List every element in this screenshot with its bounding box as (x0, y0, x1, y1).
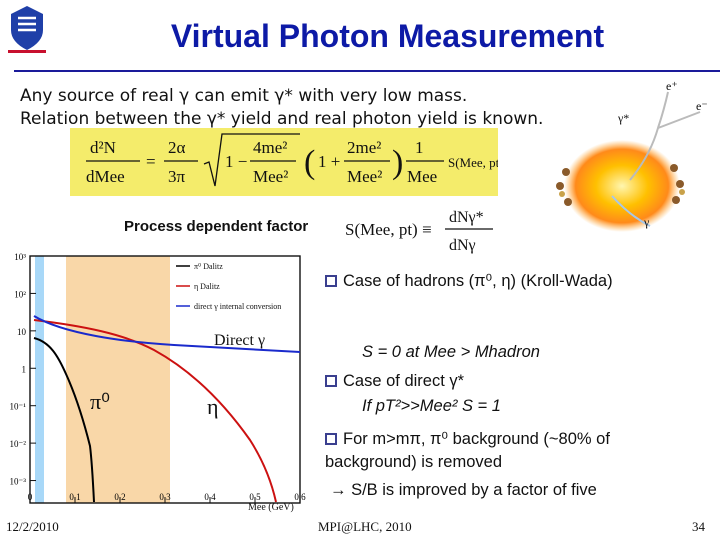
y-tick-label: 10³ (14, 252, 26, 262)
label-direct-gamma: Direct γ (214, 332, 265, 349)
university-logo (6, 4, 48, 54)
formula-c1-num: 2α (168, 138, 186, 157)
intro-line-1: Any source of real γ can emit γ* with ve… (20, 86, 468, 106)
x-tick-label: 0.5 (249, 492, 261, 502)
mass-spectrum-plot: 10³ 10² 10 1 10⁻¹ 10⁻² 10⁻³ 0 0.1 0.2 0.3 0.4 0.5 0.… (4, 246, 314, 504)
pi0-dalitz-curve (33, 337, 95, 503)
y-tick-label: 10⁻² (10, 439, 27, 449)
slide-title: Virtual Photon Measurement (170, 18, 605, 54)
x-tick-label: 0.2 (114, 492, 125, 502)
kroll-wada-formula: d²N dMee = 2α 3π 1 − 4me² Mee² ( 1 + 2me… (70, 128, 498, 196)
formula-par-den: Mee² (347, 167, 382, 186)
bullet-pi0-removed-text: For m>mπ, π⁰ background (~80% of backgro… (325, 430, 610, 471)
footer-date: 12/2/2010 (6, 519, 59, 534)
direct-photon-curve (33, 315, 301, 353)
x-tick-label: 0.6 (294, 492, 306, 502)
svg-text:): ) (392, 144, 403, 181)
x-tick-label: 0.3 (159, 492, 171, 502)
bullet-marker (325, 375, 337, 387)
diagram-eplus: e⁺ (666, 79, 678, 93)
s-factor-lhs: S(Mee, pt) ≡ (345, 220, 432, 239)
formula-inv-num: 1 (415, 138, 424, 157)
label-eta: η (207, 394, 219, 419)
formula-c1-den: 3π (168, 167, 186, 186)
s-factor-num: dNγ* (449, 209, 484, 226)
bullet-hadrons: Case of hadrons (π⁰, η) (Kroll-Wada) (325, 271, 613, 291)
bullet-direct-text: Case of direct γ* (343, 372, 465, 390)
bullet-marker (325, 433, 337, 445)
eta-dalitz-curve (33, 319, 277, 503)
bullet-hadrons-text: Case of hadrons (π⁰, η) (Kroll-Wada) (343, 272, 613, 290)
intro-line-2: Relation between the γ* yield and real p… (20, 109, 544, 129)
svg-text:1 −: 1 − (225, 152, 247, 171)
bullet-hadrons-sub: S = 0 at Mee > Mhadron (362, 343, 540, 361)
footer-conference: MPI@LHC, 2010 (318, 519, 412, 534)
bullet-sb-improved: → S/B is improved by a factor of five (330, 481, 597, 499)
footer-page-number: 34 (692, 519, 705, 534)
formula-inv-den: Mee (407, 167, 437, 186)
x-tick-label: 0.4 (204, 492, 216, 502)
bullet-marker (325, 275, 337, 287)
plot-xlabel: Mee (GeV) (248, 502, 294, 513)
signal-mass-window (66, 256, 170, 503)
legend-pi0: π⁰ Dalitz (194, 262, 223, 271)
y-tick-label: 10 (17, 327, 27, 337)
svg-text:(: ( (304, 144, 315, 181)
s-factor-den: dNγ (449, 237, 476, 254)
formula-tail: S(Mee, pt) dNγ (448, 155, 498, 170)
diagram-gamma: γ (643, 215, 650, 229)
y-tick-label: 1 (22, 364, 27, 374)
s-factor-definition: S(Mee, pt) ≡ dNγ* dNγ (343, 202, 503, 258)
y-tick-label: 10⁻³ (10, 477, 27, 487)
bullet-direct-sub: If pT²>>Mee² S = 1 (362, 397, 501, 415)
legend-direct: direct γ internal conversion (194, 302, 281, 311)
svg-text:1 +: 1 + (318, 152, 340, 171)
diagram-gstar: γ* (617, 111, 629, 125)
process-factor-label: Process dependent factor (124, 218, 309, 235)
formula-sqrt-den: Mee² (253, 167, 288, 186)
x-tick-label: 0.1 (69, 492, 80, 502)
title-divider (14, 70, 720, 72)
legend-eta: η Dalitz (194, 282, 220, 291)
y-tick-label: 10² (14, 289, 26, 299)
svg-text:=: = (146, 152, 156, 171)
formula-sqrt-num: 4me² (253, 138, 287, 157)
label-pi0: π⁰ (90, 389, 110, 414)
electron-mass-band (35, 256, 44, 503)
formula-par-num: 2me² (347, 138, 381, 157)
diagram-eminus: e⁻ (696, 99, 708, 113)
bullet-pi0-removed: For m>mπ, π⁰ background (~80% of backgro… (325, 428, 695, 474)
plot-legend: π⁰ Dalitz η Dalitz direct γ internal con… (176, 262, 281, 311)
y-tick-label: 10⁻¹ (10, 402, 27, 412)
virtual-photon-diagram: e⁺ e⁻ γ* γ (540, 76, 716, 236)
formula-lhs-den: dMee (86, 167, 125, 186)
bullet-direct: Case of direct γ* (325, 372, 464, 391)
x-tick-label: 0 (28, 492, 33, 502)
formula-lhs-num: d²N (90, 138, 116, 157)
